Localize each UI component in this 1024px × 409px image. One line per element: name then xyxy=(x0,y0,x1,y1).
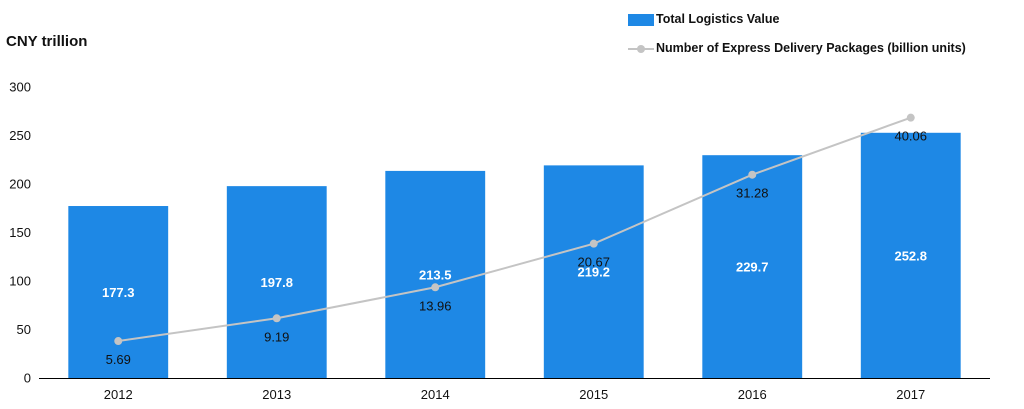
line-value-label-2013: 9.19 xyxy=(264,329,289,344)
line-point-2013 xyxy=(272,314,281,323)
x-tick-label-2012: 2012 xyxy=(104,387,133,402)
bar-value-label-2012: 177.3 xyxy=(102,285,135,300)
legend-label-bar: Total Logistics Value xyxy=(656,12,780,26)
y-tick-label-2: 100 xyxy=(9,274,31,289)
legend-line-swatch xyxy=(628,45,654,53)
bar-2015 xyxy=(543,165,644,378)
y-tick-label-6: 300 xyxy=(9,80,31,95)
bar-value-label-2013: 197.8 xyxy=(260,275,293,290)
y-tick-label-3: 150 xyxy=(9,225,31,240)
bar-value-label-2015: 219.2 xyxy=(577,265,610,280)
bar-value-label-2016: 229.7 xyxy=(736,260,769,275)
y-tick-label-4: 200 xyxy=(9,177,31,192)
line-value-label-2017: 40.06 xyxy=(894,129,927,144)
x-tick-label-2015: 2015 xyxy=(579,387,608,402)
bar-2012 xyxy=(68,206,169,378)
line-point-2017 xyxy=(906,113,915,122)
line-point-2014 xyxy=(431,283,440,292)
bar-2016 xyxy=(702,155,803,378)
x-tick-label-2016: 2016 xyxy=(738,387,767,402)
bar-2017 xyxy=(860,132,961,378)
y-tick-label-5: 250 xyxy=(9,128,31,143)
line-point-2012 xyxy=(114,337,123,346)
line-point-2015 xyxy=(589,239,598,248)
line-express-packages xyxy=(118,116,912,343)
line-value-label-2015: 20.67 xyxy=(577,255,610,270)
legend-label-line: Number of Express Delivery Packages (bil… xyxy=(656,41,966,55)
legend-bar-swatch xyxy=(628,14,654,26)
x-tick-label-2014: 2014 xyxy=(421,387,450,402)
bar-2014 xyxy=(385,170,486,378)
y-tick-label-1: 50 xyxy=(17,322,31,337)
line-value-label-2016: 31.28 xyxy=(736,186,769,201)
bar-value-label-2014: 213.5 xyxy=(419,267,452,282)
line-point-2016 xyxy=(748,170,757,179)
bar-value-label-2017: 252.8 xyxy=(894,248,927,263)
x-tick-label-2013: 2013 xyxy=(262,387,291,402)
y-tick-label-0: 0 xyxy=(24,371,31,386)
line-value-label-2014: 13.96 xyxy=(419,298,452,313)
x-tick-label-2017: 2017 xyxy=(896,387,925,402)
bar-2013 xyxy=(226,186,327,378)
line-value-label-2012: 5.69 xyxy=(106,352,131,367)
y-axis-unit-label: CNY trillion xyxy=(6,33,88,50)
